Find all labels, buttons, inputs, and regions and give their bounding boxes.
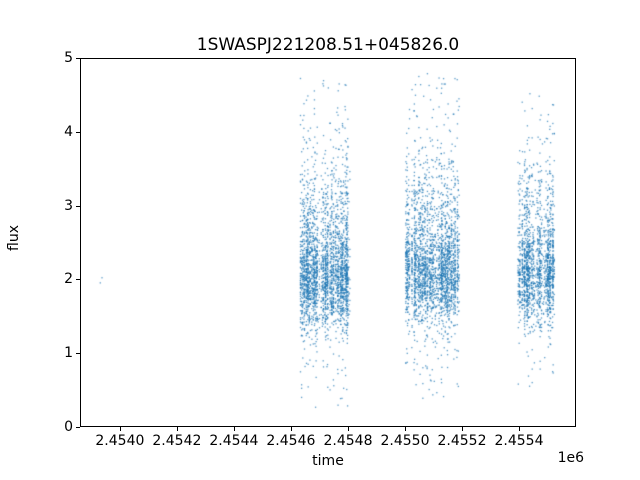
x-tick-label: 2.4552 (437, 433, 487, 449)
y-tick-label: 1 (64, 345, 73, 362)
y-tick-mark (76, 427, 80, 428)
x-tick-mark (348, 427, 349, 431)
x-tick-mark (290, 427, 292, 431)
y-tick-mark (76, 131, 80, 133)
x-axis-offset-label: 1e6 (557, 450, 584, 466)
x-tick-mark (462, 427, 463, 431)
y-tick-mark (76, 353, 80, 355)
y-tick-mark (76, 58, 80, 59)
x-tick-mark (233, 427, 235, 431)
plot-area (80, 58, 576, 427)
scatter-points-canvas (81, 59, 575, 426)
y-axis-label: flux (6, 225, 22, 251)
x-tick-label: 2.4550 (380, 433, 430, 449)
y-tick-label: 4 (64, 123, 73, 140)
x-tick-label: 2.4554 (494, 433, 544, 449)
y-tick-mark (76, 279, 80, 281)
y-tick-label: 5 (64, 50, 73, 66)
y-tick-mark (76, 205, 80, 207)
x-tick-mark (519, 427, 520, 431)
x-tick-mark (405, 427, 406, 431)
x-tick-label: 2.4546 (266, 433, 316, 449)
y-tick-label: 2 (64, 271, 73, 288)
x-tick-label: 2.4544 (209, 433, 259, 449)
x-tick-label: 2.4548 (323, 433, 373, 449)
y-tick-label: 3 (64, 197, 73, 214)
x-tick-label: 2.4540 (95, 433, 145, 449)
x-tick-mark (176, 427, 178, 431)
chart-title: 1SWASPJ221208.51+045826.0 (196, 35, 460, 55)
x-axis-label: time (312, 453, 344, 469)
y-tick-label: 0 (64, 419, 73, 435)
x-tick-mark (119, 427, 121, 431)
x-tick-label: 2.4542 (152, 433, 202, 449)
